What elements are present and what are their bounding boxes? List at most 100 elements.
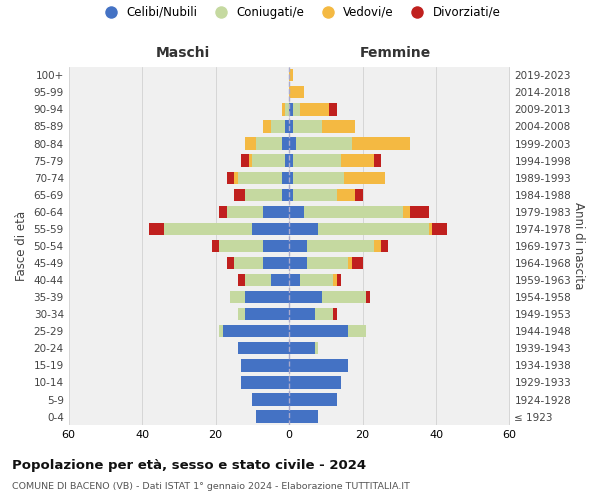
Bar — [322, 120, 355, 132]
Bar — [403, 206, 410, 218]
Bar — [149, 222, 164, 235]
Bar — [348, 257, 352, 269]
Bar — [234, 172, 238, 184]
Bar — [433, 222, 447, 235]
Bar — [282, 172, 289, 184]
Bar — [300, 103, 329, 116]
Bar — [248, 154, 253, 166]
Bar — [263, 257, 289, 269]
Bar — [234, 188, 245, 201]
Bar — [296, 138, 352, 149]
Bar — [164, 222, 253, 235]
Bar — [307, 257, 348, 269]
Bar — [289, 342, 315, 354]
Bar — [286, 154, 289, 166]
Bar — [263, 120, 271, 132]
Bar — [337, 274, 341, 286]
Bar — [344, 172, 385, 184]
Bar — [238, 274, 245, 286]
Bar — [238, 342, 289, 354]
Bar — [319, 222, 428, 235]
Bar — [300, 274, 333, 286]
Bar — [341, 154, 374, 166]
Bar — [241, 376, 289, 388]
Bar — [282, 138, 289, 149]
Bar — [212, 240, 219, 252]
Bar — [219, 325, 223, 338]
Bar — [374, 240, 381, 252]
Bar — [219, 240, 263, 252]
Y-axis label: Fasce di età: Fasce di età — [15, 211, 28, 281]
Bar — [238, 308, 245, 320]
Bar — [374, 154, 381, 166]
Bar — [234, 257, 263, 269]
Bar — [238, 172, 282, 184]
Bar — [289, 222, 319, 235]
Bar — [381, 240, 388, 252]
Bar — [227, 257, 234, 269]
Text: Maschi: Maschi — [156, 46, 211, 60]
Bar — [245, 274, 271, 286]
Bar — [289, 154, 293, 166]
Bar — [289, 138, 296, 149]
Bar — [289, 206, 304, 218]
Bar — [337, 188, 355, 201]
Bar — [355, 188, 362, 201]
Bar — [293, 172, 344, 184]
Bar — [289, 325, 348, 338]
Bar — [223, 325, 289, 338]
Bar — [329, 103, 337, 116]
Legend: Celibi/Nubili, Coniugati/e, Vedovi/e, Divorziati/e: Celibi/Nubili, Coniugati/e, Vedovi/e, Di… — [95, 1, 505, 24]
Bar — [245, 188, 282, 201]
Bar — [289, 86, 304, 99]
Bar — [293, 120, 322, 132]
Bar — [352, 257, 362, 269]
Bar — [230, 291, 245, 304]
Bar — [428, 222, 433, 235]
Bar — [333, 308, 337, 320]
Bar — [293, 103, 300, 116]
Bar — [289, 240, 307, 252]
Bar — [282, 103, 286, 116]
Bar — [227, 206, 263, 218]
Bar — [263, 240, 289, 252]
Bar — [366, 291, 370, 304]
Bar — [219, 206, 227, 218]
Bar — [245, 308, 289, 320]
Bar — [289, 291, 322, 304]
Bar — [289, 257, 307, 269]
Bar — [289, 172, 293, 184]
Bar — [289, 103, 293, 116]
Bar — [333, 274, 337, 286]
Bar — [352, 138, 410, 149]
Bar — [315, 342, 319, 354]
Bar — [282, 188, 289, 201]
Bar — [289, 120, 293, 132]
Bar — [241, 360, 289, 372]
Text: Femmine: Femmine — [359, 46, 431, 60]
Text: COMUNE DI BACENO (VB) - Dati ISTAT 1° gennaio 2024 - Elaborazione TUTTITALIA.IT: COMUNE DI BACENO (VB) - Dati ISTAT 1° ge… — [12, 482, 410, 491]
Bar — [293, 154, 341, 166]
Bar — [348, 325, 366, 338]
Bar — [289, 274, 300, 286]
Bar — [286, 103, 289, 116]
Y-axis label: Anni di nascita: Anni di nascita — [572, 202, 585, 290]
Bar — [271, 120, 286, 132]
Bar — [289, 410, 319, 422]
Bar — [227, 172, 234, 184]
Bar — [315, 308, 333, 320]
Bar — [253, 154, 286, 166]
Bar — [293, 188, 337, 201]
Bar — [286, 120, 289, 132]
Bar — [241, 154, 248, 166]
Bar — [289, 376, 341, 388]
Bar — [253, 394, 289, 406]
Bar — [289, 69, 293, 82]
Bar — [307, 240, 374, 252]
Bar — [271, 274, 289, 286]
Bar — [289, 308, 315, 320]
Text: Popolazione per età, sesso e stato civile - 2024: Popolazione per età, sesso e stato civil… — [12, 460, 366, 472]
Bar — [263, 206, 289, 218]
Bar — [304, 206, 403, 218]
Bar — [256, 410, 289, 422]
